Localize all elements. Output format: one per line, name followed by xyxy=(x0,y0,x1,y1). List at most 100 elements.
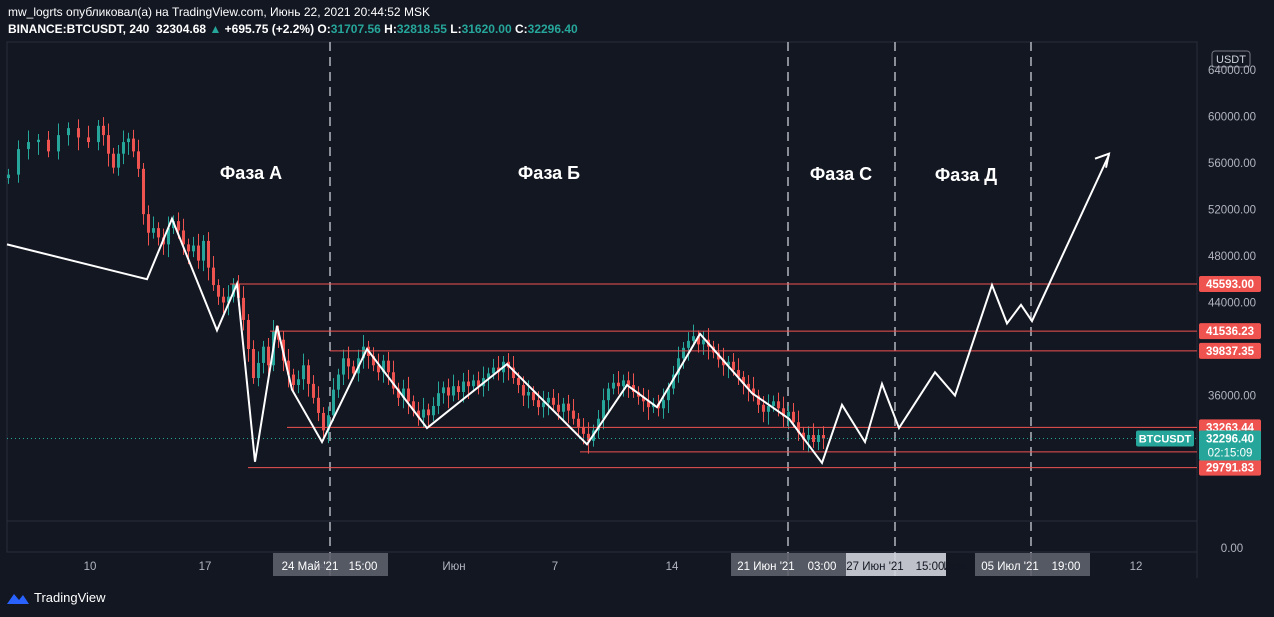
time-range-box xyxy=(731,553,846,576)
level-price-tag xyxy=(1199,323,1261,340)
candle-body xyxy=(777,401,780,409)
candle-body xyxy=(347,358,350,367)
candle-body xyxy=(597,418,600,431)
candle-body xyxy=(382,360,385,373)
candle-body xyxy=(122,142,125,154)
candle-body xyxy=(807,435,810,440)
candle-body xyxy=(522,385,525,396)
candle-body xyxy=(132,138,135,152)
candle-body xyxy=(117,153,120,168)
candle-body xyxy=(542,402,545,408)
candle-body xyxy=(462,381,465,393)
candle-body xyxy=(177,221,180,231)
level-price-label: 45593.00 xyxy=(1206,279,1254,291)
up-arrow-icon: ▲ xyxy=(209,22,222,36)
tradingview-branding[interactable]: TradingView xyxy=(6,590,106,605)
candle-body xyxy=(537,400,540,408)
candle-body xyxy=(17,149,20,175)
candle-body xyxy=(747,383,750,389)
time-axis-label: Июл xyxy=(943,561,966,573)
tradingview-logo-icon xyxy=(7,593,29,604)
close-value: 32296.40 xyxy=(527,22,578,36)
candle-body xyxy=(737,369,740,377)
high-label: H: xyxy=(384,22,397,36)
candle-body xyxy=(257,362,260,379)
candle-body xyxy=(442,387,445,394)
candle-body xyxy=(472,380,475,387)
candle-body xyxy=(307,365,310,384)
time-axis-label: 05 Июл '21 xyxy=(981,561,1039,573)
low-label: L: xyxy=(450,22,462,36)
level-price-label: 29791.83 xyxy=(1206,463,1254,475)
high-value: 32818.55 xyxy=(396,22,447,36)
level-price-tag xyxy=(1199,342,1261,359)
candle-body xyxy=(427,409,430,416)
candle-body xyxy=(407,388,410,402)
x-tick-label: 17 xyxy=(199,561,212,573)
candle-body xyxy=(627,380,630,386)
currency-label: USDT xyxy=(1216,54,1246,66)
time-range-box xyxy=(975,553,1090,576)
candle-body xyxy=(682,347,685,359)
candle-body xyxy=(767,405,770,412)
candle-body xyxy=(697,336,700,345)
currency-badge[interactable] xyxy=(1211,50,1251,68)
candle-body xyxy=(217,285,220,297)
current-price-tag xyxy=(1199,430,1261,461)
candle-body xyxy=(557,404,560,412)
candle-body xyxy=(512,367,515,379)
candle-body xyxy=(422,409,425,418)
candle-body xyxy=(337,374,340,390)
candle-body xyxy=(107,135,110,154)
candle-body xyxy=(647,401,650,408)
candle-body xyxy=(222,296,225,303)
candle-body xyxy=(417,410,420,418)
candle-body xyxy=(77,128,80,138)
candle-body xyxy=(127,138,130,143)
candle-body xyxy=(432,405,435,416)
candle-body xyxy=(617,382,620,387)
candle-body xyxy=(137,151,140,169)
candle-body xyxy=(352,366,355,374)
candle-body xyxy=(327,415,330,431)
x-tick-label: 14 xyxy=(666,561,679,573)
candle-body xyxy=(262,346,265,363)
candle-body xyxy=(7,174,10,179)
time-range-box xyxy=(846,553,946,576)
candle-body xyxy=(402,388,405,398)
candle-body xyxy=(642,396,645,402)
candle-body xyxy=(667,388,670,401)
candle-body xyxy=(362,346,365,359)
candle-body xyxy=(207,240,210,268)
candle-body xyxy=(517,378,520,386)
x-tick-label: 10 xyxy=(84,561,97,573)
time-axis-label: 03:00 xyxy=(808,561,837,573)
x-tick-label: 12 xyxy=(1130,561,1143,573)
candle-body xyxy=(532,392,535,401)
candle-body xyxy=(67,128,70,136)
candle-body xyxy=(632,385,635,393)
last-price: 32304.68 xyxy=(156,22,207,36)
candle-body xyxy=(607,388,610,401)
candle-countdown: 02:15:09 xyxy=(1208,448,1253,460)
candle-body xyxy=(577,418,580,427)
symbol-tag-label: BTCUSDT xyxy=(1139,434,1192,446)
candle-body xyxy=(147,214,150,233)
time-axis-label: 19:00 xyxy=(1052,561,1081,573)
phase-label: Фаза С xyxy=(810,164,872,184)
candle-body xyxy=(752,388,755,396)
candle-body xyxy=(97,125,100,143)
candle-body xyxy=(187,244,190,252)
candle-body xyxy=(47,139,50,152)
candle-body xyxy=(317,397,320,413)
level-price-label: 41536.23 xyxy=(1206,326,1254,338)
candle-body xyxy=(487,373,490,379)
candle-body xyxy=(377,365,380,373)
candle-body xyxy=(722,359,725,366)
time-axis-label: 24 Май '21 xyxy=(282,561,339,573)
time-axis-label: 27 Июн '21 xyxy=(846,561,903,573)
candle-body xyxy=(332,389,335,416)
close-label: C: xyxy=(514,22,528,36)
candle-body xyxy=(197,245,200,261)
